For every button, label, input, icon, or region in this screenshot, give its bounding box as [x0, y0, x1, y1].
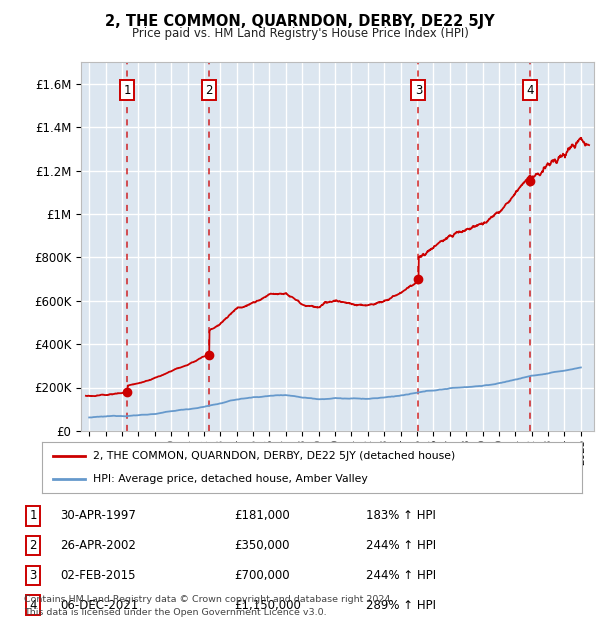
- Text: 4: 4: [29, 599, 37, 611]
- Text: £1,150,000: £1,150,000: [234, 599, 301, 611]
- Text: £700,000: £700,000: [234, 569, 290, 582]
- Text: 26-APR-2002: 26-APR-2002: [60, 539, 136, 552]
- Text: 289% ↑ HPI: 289% ↑ HPI: [366, 599, 436, 611]
- Text: 183% ↑ HPI: 183% ↑ HPI: [366, 510, 436, 522]
- Text: 2, THE COMMON, QUARNDON, DERBY, DE22 5JY: 2, THE COMMON, QUARNDON, DERBY, DE22 5JY: [105, 14, 495, 29]
- Text: 3: 3: [29, 569, 37, 582]
- Text: 06-DEC-2021: 06-DEC-2021: [60, 599, 138, 611]
- Text: 2: 2: [29, 539, 37, 552]
- Text: £350,000: £350,000: [234, 539, 290, 552]
- Text: 2: 2: [205, 84, 213, 97]
- Text: 2, THE COMMON, QUARNDON, DERBY, DE22 5JY (detached house): 2, THE COMMON, QUARNDON, DERBY, DE22 5JY…: [94, 451, 455, 461]
- Text: Price paid vs. HM Land Registry's House Price Index (HPI): Price paid vs. HM Land Registry's House …: [131, 27, 469, 40]
- Text: 244% ↑ HPI: 244% ↑ HPI: [366, 539, 436, 552]
- Text: 1: 1: [29, 510, 37, 522]
- Text: 02-FEB-2015: 02-FEB-2015: [60, 569, 136, 582]
- Text: Contains HM Land Registry data © Crown copyright and database right 2024.
This d: Contains HM Land Registry data © Crown c…: [24, 595, 394, 617]
- Text: 244% ↑ HPI: 244% ↑ HPI: [366, 569, 436, 582]
- Text: 1: 1: [124, 84, 131, 97]
- Text: 4: 4: [527, 84, 534, 97]
- Text: HPI: Average price, detached house, Amber Valley: HPI: Average price, detached house, Ambe…: [94, 474, 368, 484]
- Text: £181,000: £181,000: [234, 510, 290, 522]
- Text: 30-APR-1997: 30-APR-1997: [60, 510, 136, 522]
- Text: 3: 3: [415, 84, 422, 97]
